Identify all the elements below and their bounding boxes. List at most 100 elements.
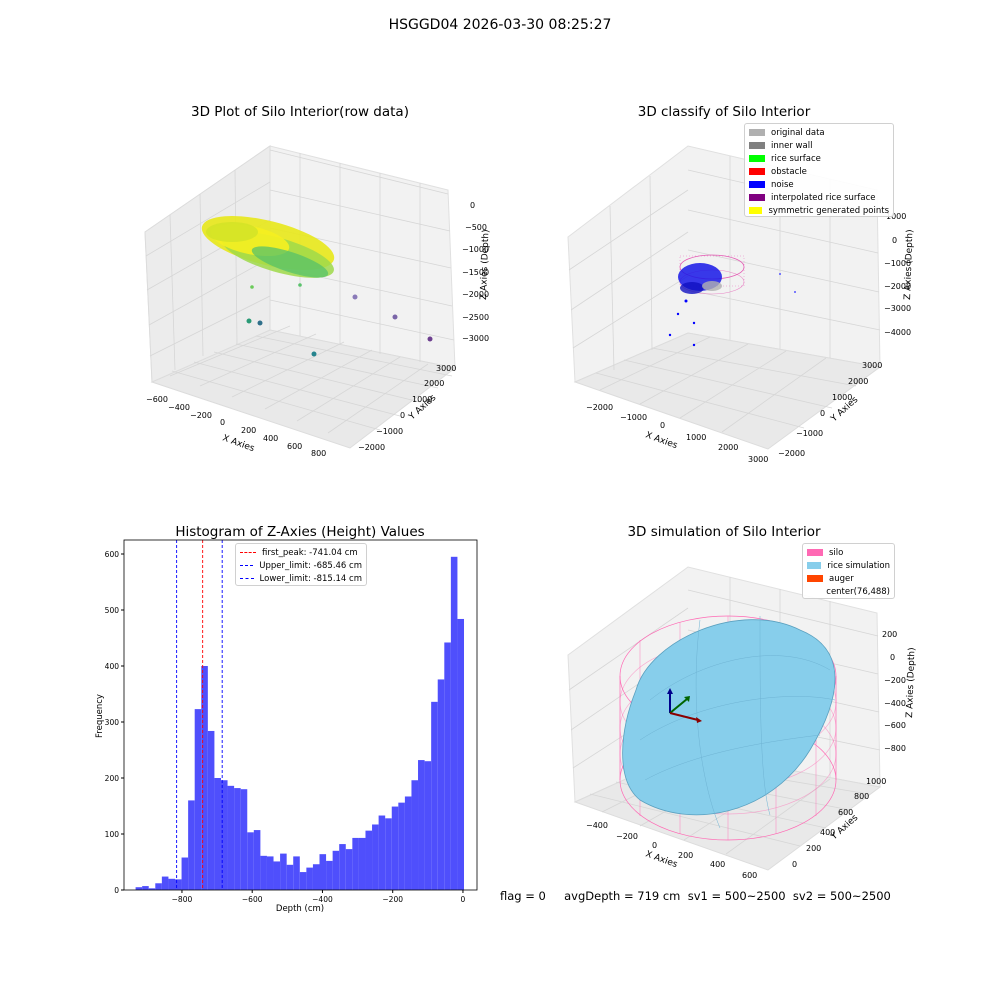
histogram-bar: [457, 618, 465, 890]
classify-legend-swatch: [749, 155, 765, 162]
histogram-bar: [201, 666, 208, 890]
simulation-legend-entry: rice simulation: [807, 559, 890, 572]
histogram-bar: [352, 837, 359, 890]
classify-point-cloud: [668, 254, 796, 347]
simulation-z-tick: −200: [884, 676, 906, 685]
raw-y-tick: 2000: [424, 379, 444, 388]
simulation-x-tick: −200: [616, 832, 638, 841]
histogram-bar: [365, 830, 373, 890]
classify-z-ticks: 1000 0 −1000 −2000 −3000 −4000: [884, 212, 911, 337]
simulation-x-label: X Axies: [644, 849, 679, 870]
classify-legend-entry: rice surface: [749, 152, 889, 165]
histogram-bar: [385, 818, 392, 890]
histogram-bar: [168, 878, 176, 890]
simulation-x-tick: 600: [742, 871, 757, 880]
classify-legend-swatch: [749, 142, 765, 149]
histogram-y-label: Frequency: [95, 694, 105, 738]
simulation-legend-swatch: [807, 549, 823, 556]
classify-legend-entry: symmetric generated points: [749, 204, 889, 217]
classify-x-ticks: −2000 −1000 0 1000 2000 3000: [586, 403, 768, 464]
raw-x-tick: 200: [241, 426, 256, 435]
raw-z-tick: −2500: [462, 313, 489, 322]
histogram-bar: [155, 883, 162, 890]
histogram-y-tick-label: 0: [114, 886, 119, 895]
classify-x-tick: 1000: [686, 433, 706, 442]
simulation-legend-swatch: [807, 575, 823, 582]
histogram-x-tick-label: −800: [172, 895, 193, 904]
classify-z-tick: −2000: [884, 282, 911, 291]
histogram-x-tick-label: −600: [242, 895, 263, 904]
raw-z-tick: −1000: [462, 245, 489, 254]
auger-axes-marker: [667, 688, 702, 723]
histogram-bar: [181, 857, 189, 890]
histogram-frame: [123, 539, 478, 891]
simulation-y-tick: 600: [838, 808, 853, 817]
histogram-bar: [194, 709, 202, 890]
histogram-bar: [135, 887, 143, 890]
histogram-bar: [306, 867, 313, 890]
histogram-bar: [450, 556, 458, 890]
simulation-status-text: flag = 0 avgDepth = 719 cm sv1 = 500~250…: [500, 889, 891, 903]
histogram-legend-label: Upper_limit: -685.46 cm: [259, 560, 362, 571]
raw-plot-title: 3D Plot of Silo Interior(row data): [191, 104, 409, 120]
histogram-x-tick-label: −400: [312, 895, 333, 904]
histogram-bar: [293, 856, 300, 890]
classify-legend-swatch: [749, 207, 763, 214]
histogram-title: Histogram of Z-Axies (Height) Values: [175, 524, 424, 540]
histogram-bar: [437, 679, 445, 890]
histogram-y-tick-label: 500: [105, 606, 120, 615]
histogram-bar: [332, 850, 340, 890]
histogram-y-tick-label: 400: [105, 662, 120, 671]
raw-z-tick: 0: [470, 201, 475, 210]
histogram-x-tick-label: −200: [382, 895, 403, 904]
classify-plot-title: 3D classify of Silo Interior: [638, 104, 811, 120]
histogram-bar: [253, 830, 261, 890]
histogram-bar: [175, 879, 182, 890]
histogram-legend-label: first_peak: -741.04 cm: [262, 547, 358, 558]
classify-x-tick: 3000: [748, 455, 768, 464]
histogram-legend-label: Lower_limit: -815.14 cm: [259, 573, 362, 584]
histogram-bar: [214, 778, 221, 890]
histogram-bar: [418, 760, 425, 890]
histogram-bar: [148, 888, 156, 890]
simulation-z-tick: 0: [890, 653, 895, 662]
simulation-y-tick: 400: [820, 828, 835, 837]
raw-z-tick: −500: [465, 223, 487, 232]
simulation-z-tick: −800: [884, 744, 906, 753]
simulation-x-tick: 200: [678, 851, 693, 860]
classify-z-label: Z Axies (Depth): [903, 229, 915, 300]
classify-legend-swatch: [749, 129, 765, 136]
raw-z-tick: −3000: [462, 334, 489, 343]
raw-x-tick: 800: [311, 449, 326, 458]
classify-y-tick: −1000: [796, 429, 823, 438]
histogram-y-tick-label: 300: [105, 718, 120, 727]
classify-y-tick: −2000: [778, 449, 805, 458]
histogram-y-tick-label: 600: [105, 550, 120, 559]
raw-y-tick: −2000: [358, 443, 385, 452]
classify-legend: original data inner wall rice surface obsta…: [744, 123, 894, 217]
simulation-legend-label: rice simulation: [827, 560, 890, 571]
histogram-bar: [444, 642, 451, 890]
raw-y-ticks: −2000 −1000 0 1000 2000 3000: [358, 364, 456, 452]
histogram-bar: [326, 860, 333, 890]
classify-x-tick: 2000: [718, 443, 738, 452]
classify-floor-pane: [573, 332, 882, 450]
classify-x-tick: 0: [660, 421, 665, 430]
histogram-bar: [260, 855, 267, 890]
histogram-y-tick-label: 100: [105, 830, 120, 839]
histogram-bar: [266, 856, 274, 890]
simulation-y-tick: 1000: [866, 777, 886, 786]
histogram-bar: [247, 832, 254, 890]
simulation-legend-entry: auger: [807, 572, 890, 585]
classify-y-tick: 0: [820, 409, 825, 418]
histogram-bar: [378, 815, 386, 890]
histogram-bar: [358, 837, 366, 890]
simulation-y-tick: 200: [806, 844, 821, 853]
histogram-legend-line: [240, 578, 254, 579]
raw-point-cloud: [201, 216, 335, 278]
classify-z-tick: −4000: [884, 328, 911, 337]
raw-x-tick: 0: [220, 418, 225, 427]
classify-legend-label: obstacle: [771, 166, 807, 177]
